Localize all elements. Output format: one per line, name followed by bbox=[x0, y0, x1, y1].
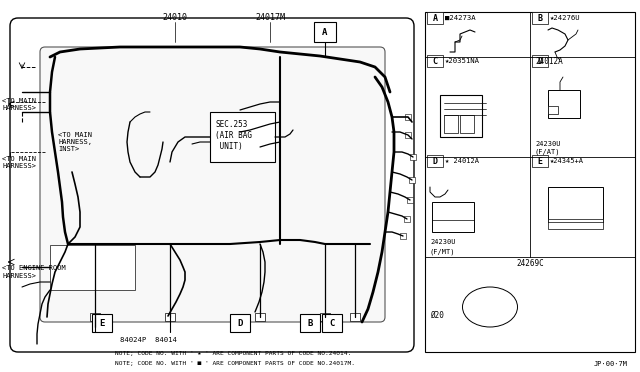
Text: ★ 24012A: ★ 24012A bbox=[445, 158, 479, 164]
Bar bbox=[532, 55, 548, 67]
Bar bbox=[410, 154, 416, 160]
Bar bbox=[407, 197, 413, 203]
Bar bbox=[322, 314, 342, 332]
Text: JP·00·7M: JP·00·7M bbox=[594, 361, 628, 367]
Text: ★20351NA: ★20351NA bbox=[445, 58, 480, 64]
Bar bbox=[409, 177, 415, 183]
Text: (F/AT): (F/AT) bbox=[535, 149, 561, 155]
Bar bbox=[548, 90, 580, 118]
Ellipse shape bbox=[463, 287, 518, 327]
Text: 24017M: 24017M bbox=[255, 13, 285, 22]
Text: A: A bbox=[323, 28, 328, 36]
Text: B: B bbox=[538, 13, 543, 22]
Text: <TO MAIN
HARNESS,
INST>: <TO MAIN HARNESS, INST> bbox=[58, 132, 92, 152]
Bar bbox=[425, 12, 635, 352]
Bar bbox=[548, 106, 558, 114]
Text: (AIR BAG: (AIR BAG bbox=[215, 131, 252, 140]
Bar bbox=[90, 313, 100, 321]
Bar bbox=[532, 155, 548, 167]
Text: <TO MAIN
HARNESS>: <TO MAIN HARNESS> bbox=[2, 155, 36, 169]
Bar bbox=[165, 313, 175, 321]
Text: 24012A: 24012A bbox=[535, 57, 563, 65]
Text: ★24276U: ★24276U bbox=[550, 15, 580, 21]
FancyBboxPatch shape bbox=[10, 18, 414, 352]
Text: NOTE; CODE NO. WITH ' ■ ' ARE COMPONENT PARTS OF CODE NO.24017M.: NOTE; CODE NO. WITH ' ■ ' ARE COMPONENT … bbox=[115, 362, 355, 366]
FancyBboxPatch shape bbox=[40, 47, 385, 322]
Bar bbox=[300, 314, 320, 332]
Text: UNIT): UNIT) bbox=[215, 141, 243, 151]
Bar bbox=[405, 132, 411, 138]
Bar bbox=[532, 12, 548, 24]
Bar bbox=[314, 22, 336, 42]
Text: 24269C: 24269C bbox=[516, 260, 544, 269]
Text: NOTE; CODE NO. WITH ' ★ ' ARE COMPONENT PARTS OF CODE NO.24014.: NOTE; CODE NO. WITH ' ★ ' ARE COMPONENT … bbox=[115, 352, 351, 356]
Text: 24010: 24010 bbox=[163, 13, 188, 22]
Text: <TO MAIN
HARNESS>: <TO MAIN HARNESS> bbox=[2, 97, 36, 110]
Text: A: A bbox=[433, 13, 438, 22]
Bar bbox=[350, 313, 360, 321]
Bar bbox=[440, 95, 482, 137]
Bar bbox=[405, 114, 411, 120]
Bar bbox=[427, 155, 443, 167]
Bar bbox=[432, 202, 474, 232]
Text: E: E bbox=[538, 157, 543, 166]
Bar bbox=[460, 115, 474, 133]
Bar bbox=[427, 12, 443, 24]
Bar bbox=[230, 314, 250, 332]
Bar bbox=[320, 313, 330, 321]
Text: D: D bbox=[538, 57, 543, 65]
Text: C: C bbox=[433, 57, 438, 65]
Text: (F/MT): (F/MT) bbox=[430, 249, 456, 255]
Bar bbox=[444, 115, 458, 133]
Bar bbox=[210, 112, 275, 162]
Bar bbox=[427, 55, 443, 67]
Text: D: D bbox=[237, 318, 243, 327]
Bar bbox=[548, 219, 603, 229]
Text: 24230U: 24230U bbox=[430, 239, 456, 245]
Text: B: B bbox=[307, 318, 313, 327]
Text: E: E bbox=[99, 318, 105, 327]
Text: ★24345+A: ★24345+A bbox=[550, 158, 584, 164]
Bar bbox=[255, 313, 265, 321]
Bar bbox=[404, 216, 410, 222]
Text: 84024P  84014: 84024P 84014 bbox=[120, 337, 177, 343]
Text: D: D bbox=[433, 157, 438, 166]
Bar bbox=[548, 187, 603, 222]
Bar bbox=[92, 314, 112, 332]
Text: 24230U: 24230U bbox=[535, 141, 561, 147]
Text: C: C bbox=[330, 318, 335, 327]
Text: ■24273A: ■24273A bbox=[445, 15, 476, 21]
Text: <TO ENGINE ROOM
HARNESS>: <TO ENGINE ROOM HARNESS> bbox=[2, 266, 66, 279]
Text: Ø20: Ø20 bbox=[430, 311, 444, 320]
Bar bbox=[50, 245, 135, 290]
Bar bbox=[400, 233, 406, 239]
Text: SEC.253: SEC.253 bbox=[215, 119, 248, 128]
